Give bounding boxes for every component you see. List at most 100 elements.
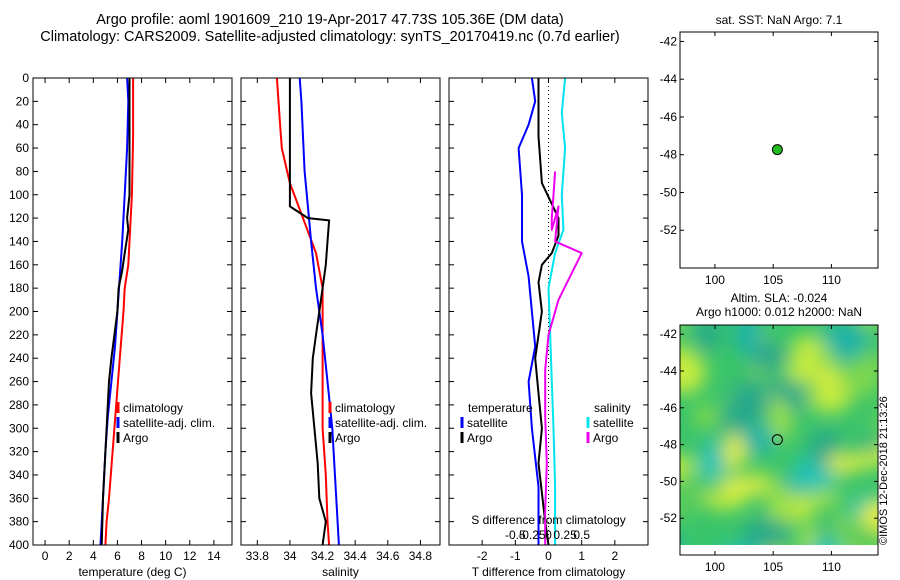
sst-map-y-tick-label: -42 <box>660 34 678 48</box>
sla-heatmap-cell <box>825 526 874 545</box>
climatology-title: Climatology: CARS2009. Satellite-adjuste… <box>40 29 620 45</box>
sla-heatmap-cell <box>868 405 878 444</box>
sla-heatmap-cell <box>693 403 720 429</box>
depth-tick-label: 200 <box>9 305 29 319</box>
difference-legend-s-sat-label: satellite <box>593 416 634 430</box>
sla-heatmap-cell <box>840 369 878 397</box>
argo-location-marker-sla <box>771 434 783 446</box>
depth-tick-label: 60 <box>16 141 30 155</box>
sla-map-x-tick-label: 110 <box>822 560 841 574</box>
sst-map-x-tick-label: 110 <box>822 273 841 287</box>
sla-heatmap-cell <box>680 488 695 523</box>
sla-map-y-tick-label: -50 <box>660 474 678 488</box>
sla-map-y-tick-label: -44 <box>660 364 678 378</box>
difference-s-argo-line <box>544 171 583 545</box>
salinity-x-tick-label: 34 <box>283 549 297 563</box>
temperature-x-tick-label: 2 <box>66 549 73 563</box>
temperature-x-tick-label: 12 <box>183 549 197 563</box>
sla-heatmap-cell <box>719 477 768 495</box>
imos-watermark: ©IMOS 12-Dec-2018 21:13:26 <box>878 396 890 545</box>
sla-map-frame <box>679 324 879 556</box>
salinity-legend-2-label: Argo <box>335 431 361 445</box>
salinity-legend-1-label: satellite-adj. clim. <box>335 416 427 430</box>
sst-map-y-tick-label: -44 <box>660 72 678 86</box>
depth-tick-label: 180 <box>9 281 29 295</box>
sst-map-x-tick-label: 105 <box>763 273 783 287</box>
temperature-x-tick-label: 14 <box>207 549 221 563</box>
difference-t-argo-line <box>534 78 560 546</box>
sla-heatmap-cell <box>680 350 706 395</box>
depth-tick-label: 140 <box>9 234 29 248</box>
sst-map-y-tick-label: -50 <box>660 185 678 199</box>
sla-heatmap-cell <box>698 441 724 483</box>
salinity-axis-label: salinity <box>322 565 359 579</box>
sla-heatmap-blobs <box>656 308 878 545</box>
sla-heatmap-cell <box>729 380 770 422</box>
difference-s-tick-label: 0.5 <box>573 528 590 542</box>
depth-tick-label: 260 <box>9 375 29 389</box>
sla-heatmap-cell <box>863 325 878 329</box>
sst-map-y-tick-label: -52 <box>660 223 678 237</box>
sla-heatmap-cell <box>769 399 793 441</box>
sst-map-frame <box>679 31 879 269</box>
sla-heatmap-cell <box>656 308 687 325</box>
depth-tick-label: 240 <box>9 351 29 365</box>
salinity-argo-line <box>288 78 331 546</box>
sla-heatmap-cell <box>804 489 842 507</box>
sla-map-subtitle: Argo h1000: 0.012 h2000: NaN <box>696 305 862 319</box>
difference-t-x-tick-label: -1 <box>510 549 521 563</box>
difference-s-axis-label: S difference from climatology <box>471 513 626 527</box>
depth-tick-label: 320 <box>9 445 29 459</box>
sla-heatmap-cell <box>785 360 823 383</box>
salinity-legend-0-label: climatology <box>335 401 395 415</box>
difference-legend-t-sat-label: satellite <box>467 416 508 430</box>
sla-heatmap-cell <box>819 325 869 360</box>
depth-tick-label: 220 <box>9 328 29 342</box>
salinity-x-tick-label: 34.6 <box>376 549 400 563</box>
sla-map-x-tick-label: 100 <box>705 560 725 574</box>
sst-map-y-tick-label: -46 <box>660 110 678 124</box>
difference-t-x-tick-label: 2 <box>611 549 618 563</box>
salinity-plot-frame <box>240 77 441 546</box>
depth-tick-label: 40 <box>16 118 30 132</box>
depth-tick-label: 100 <box>9 188 29 202</box>
sla-heatmap-cell <box>825 454 869 472</box>
profile-title: Argo profile: aoml 1901609_210 19-Apr-20… <box>96 12 564 28</box>
difference-t-x-tick-label: 1 <box>578 549 585 563</box>
difference-s-tick-label: -0.25 <box>518 528 546 542</box>
sla-map-y-tick-label: -48 <box>660 438 678 452</box>
sla-heatmap-cell <box>733 325 763 355</box>
depth-tick-label: 340 <box>9 468 29 482</box>
difference-t-x-tick-label: -2 <box>477 549 488 563</box>
sst-map-y-tick-label: -48 <box>660 148 678 162</box>
temperature-x-tick-label: 8 <box>138 549 145 563</box>
depth-tick-label: 80 <box>16 164 30 178</box>
sla-map-x-tick-label: 105 <box>763 560 783 574</box>
sla-map-title: Altim. SLA: -0.024 <box>731 291 828 305</box>
depth-tick-label: 380 <box>9 515 29 529</box>
temperature-x-tick-label: 0 <box>42 549 49 563</box>
salinity-x-tick-label: 34.4 <box>344 549 368 563</box>
sla-heatmap-cell <box>680 538 684 545</box>
difference-legend-salinity-title: salinity <box>594 401 631 415</box>
difference-t-x-tick-label: 0 <box>545 549 552 563</box>
difference-s-tick-label: -0.5 <box>505 528 526 542</box>
sla-heatmap <box>656 308 878 545</box>
sla-map-y-tick-label: -52 <box>660 511 678 525</box>
sst-map-x-tick-label: 100 <box>705 273 725 287</box>
depth-tick-label: 20 <box>16 94 30 108</box>
sla-heatmap-cell <box>810 538 841 545</box>
depth-tick-label: 120 <box>9 211 29 225</box>
salinity-x-tick-label: 34.8 <box>409 549 433 563</box>
sla-heatmap-cell <box>766 486 795 523</box>
salinity-x-tick-label: 34.2 <box>311 549 335 563</box>
sla-heatmap-cell <box>694 325 721 352</box>
temperature-x-tick-label: 10 <box>159 549 173 563</box>
temperature-x-tick-label: 4 <box>90 549 97 563</box>
difference-axis-label: T difference from climatology <box>472 565 626 579</box>
temperature-axis-label: temperature (deg C) <box>78 565 186 579</box>
depth-tick-label: 300 <box>9 421 29 435</box>
salinity-satellite-adj-clim--line <box>298 77 340 546</box>
temperature-argo-line <box>100 78 131 546</box>
